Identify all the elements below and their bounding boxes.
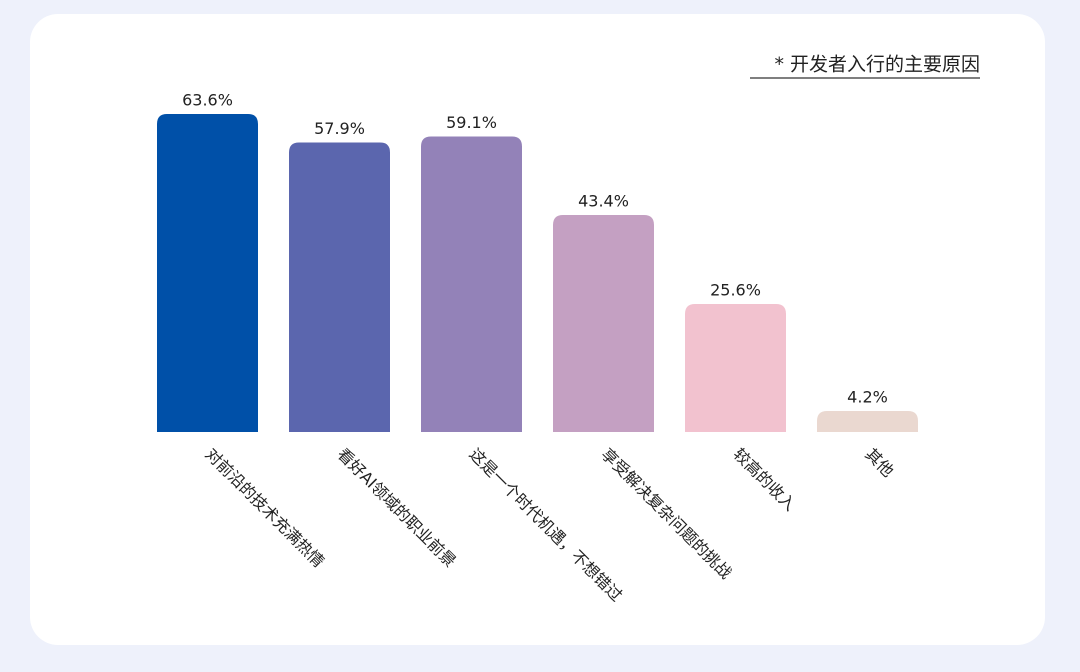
value-label: 59.1% (446, 113, 497, 132)
value-label: 63.6% (182, 91, 233, 110)
value-label: 43.4% (578, 192, 629, 211)
bar (421, 136, 522, 432)
card (30, 14, 1045, 645)
value-label: 25.6% (710, 281, 761, 300)
bar (817, 411, 918, 432)
bar (553, 215, 654, 432)
chart-title: * 开发者入行的主要原因 (774, 54, 980, 76)
bar (157, 114, 258, 432)
bar (685, 304, 786, 432)
bar (289, 142, 390, 432)
value-label: 4.2% (847, 388, 888, 407)
value-label: 57.9% (314, 119, 365, 138)
